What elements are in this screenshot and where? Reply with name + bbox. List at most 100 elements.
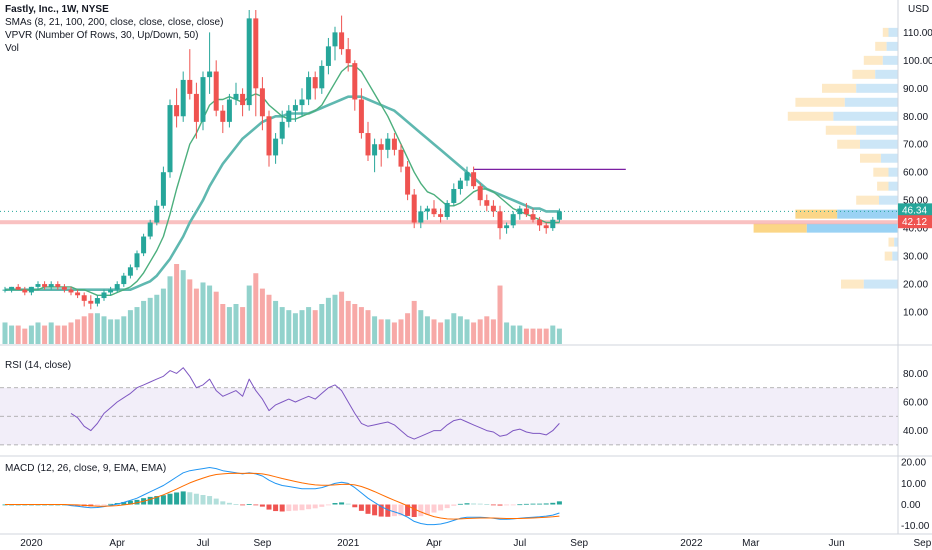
volume-bar <box>226 307 232 344</box>
support-level-line <box>0 220 898 225</box>
rsi-line <box>70 367 560 440</box>
price-tick-label: 90.00 <box>903 84 928 95</box>
time-tick-label: Sep <box>570 538 588 549</box>
candle-body <box>523 208 529 215</box>
volume-bar <box>391 322 397 344</box>
macd-histogram-bar <box>411 504 417 517</box>
volume-bar <box>438 322 444 344</box>
vpvr-up-row <box>873 167 889 177</box>
macd-tick-label: 10.00 <box>901 479 926 490</box>
candles[interactable] <box>2 10 562 310</box>
volume-bar <box>550 325 556 344</box>
vpvr-up-row <box>795 209 838 219</box>
volume-bar <box>339 291 345 344</box>
candle-body <box>517 208 523 215</box>
macd-histogram-bar <box>444 504 450 509</box>
volume-bar <box>292 313 298 344</box>
macd-histogram-bar <box>358 504 364 511</box>
volume-bar <box>372 316 378 344</box>
candle-body <box>424 208 430 212</box>
volume-bar <box>543 328 549 344</box>
legend-vpvr[interactable]: VPVR (Number Of Rows, 30, Up/Down, 50) <box>5 30 199 41</box>
candle-body <box>372 144 378 156</box>
time-tick-label: Jul <box>197 538 210 549</box>
candle-body <box>220 110 226 122</box>
vpvr-up-row <box>795 97 845 107</box>
volume-bar <box>259 288 265 344</box>
macd-histogram-bar <box>207 496 213 505</box>
candle <box>517 205 523 220</box>
candle <box>325 37 331 75</box>
vpvr-up-row <box>787 111 834 121</box>
macd-histogram-bar <box>484 504 490 505</box>
vpvr-down-row <box>806 223 898 233</box>
volume-bar <box>411 300 417 344</box>
sma-lines <box>5 65 560 296</box>
candle <box>68 286 74 296</box>
volume-bar <box>273 300 279 344</box>
candle <box>220 105 226 134</box>
macd-title[interactable]: MACD (12, 26, close, 9, EMA, EMA) <box>5 463 167 474</box>
candle-body <box>431 208 437 215</box>
macd-histogram-bar <box>510 504 516 506</box>
volume-bar <box>490 319 496 344</box>
macd-histogram-bar <box>325 504 331 506</box>
legend-symbol[interactable]: Fastly, Inc., 1W, NYSE <box>5 4 109 15</box>
candle-body <box>61 286 67 290</box>
candle-body <box>207 71 213 78</box>
volume-bar <box>457 316 463 344</box>
macd-tick-label: 0.00 <box>901 500 921 511</box>
macd-pane <box>2 467 562 526</box>
vpvr-down-row <box>860 139 898 149</box>
candle-body <box>279 121 285 139</box>
macd-histogram-bar <box>345 503 351 505</box>
legend-sma[interactable]: SMAs (8, 21, 100, 200, close, close, clo… <box>5 17 224 28</box>
volume-bar <box>174 264 180 344</box>
vpvr-up-row <box>856 195 879 205</box>
candle-body <box>365 133 371 156</box>
candle-body <box>345 49 351 64</box>
macd-histogram-bar <box>398 504 404 516</box>
volume-bar <box>345 300 351 344</box>
candle-body <box>405 166 411 195</box>
macd-histogram-bar <box>121 501 127 505</box>
volume-bar <box>200 282 206 344</box>
vpvr-up-row <box>875 41 887 51</box>
legend-vol[interactable]: Vol <box>5 43 19 54</box>
macd-histogram-bar <box>253 504 259 506</box>
candle <box>352 60 358 111</box>
candle <box>391 133 397 156</box>
macd-histogram-bar <box>438 504 444 511</box>
macd-histogram-bar <box>94 504 100 506</box>
candle-body <box>15 286 21 290</box>
candle-body <box>35 284 41 287</box>
volume-bar <box>180 270 186 344</box>
candle <box>114 281 120 293</box>
macd-histogram-bar <box>306 504 312 510</box>
candle-body <box>537 219 543 226</box>
macd-histogram-bar <box>523 503 529 505</box>
candle <box>398 144 404 173</box>
volume-bar <box>42 325 48 344</box>
candle <box>444 200 450 220</box>
volume-bar <box>48 322 54 344</box>
price-tick-label: 100.00 <box>903 56 932 67</box>
vpvr-profile <box>753 27 898 289</box>
candle-body <box>471 172 477 187</box>
candle-body <box>48 284 54 287</box>
candle <box>253 10 259 117</box>
volume-bar <box>398 319 404 344</box>
volume-bar <box>484 316 490 344</box>
candle <box>332 26 338 61</box>
candle <box>306 71 312 106</box>
volume-bar <box>101 316 107 344</box>
candle <box>497 205 503 240</box>
volume-bar <box>312 310 318 344</box>
candle <box>490 200 496 217</box>
vpvr-up-row <box>888 237 895 247</box>
volume-bar <box>187 279 193 344</box>
macd-histogram-bar <box>457 503 463 505</box>
rsi-title[interactable]: RSI (14, close) <box>5 360 72 371</box>
candle <box>418 205 424 229</box>
